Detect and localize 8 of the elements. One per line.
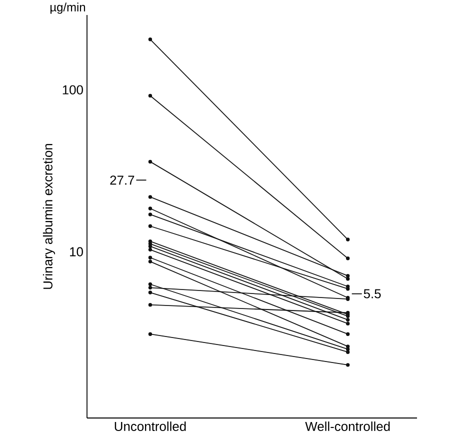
y-tick-label: 100	[62, 85, 83, 94]
y-axis-title: Urinary albumin excretion	[42, 144, 56, 289]
text: µg/min	[50, 2, 86, 14]
x-tick-label: Well-controlled	[305, 422, 390, 432]
x-tick-label: Uncontrolled	[114, 422, 186, 432]
y-tick-label: 10	[70, 247, 83, 256]
ref-line-label: 27.7	[110, 176, 134, 185]
ref-line-label: 5.5	[364, 289, 381, 298]
